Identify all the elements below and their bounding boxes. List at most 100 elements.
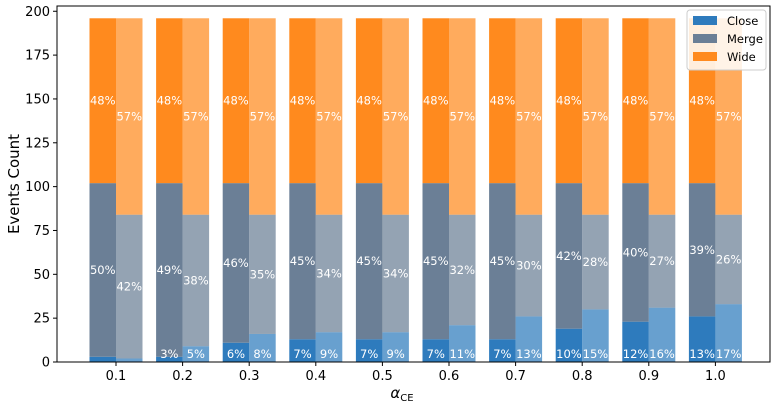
x-axis-label: αCE (390, 384, 413, 404)
bar-label-wide-right-0.4: 57% (316, 109, 342, 123)
x-tick-label-0.6: 0.6 (439, 369, 460, 384)
bar-label-close-left-0.8: 10% (556, 347, 582, 361)
bar-label-close-left-0.6: 7% (427, 347, 445, 361)
bar-merge-left-0.1 (89, 183, 116, 357)
bar-close-right-0.6 (449, 325, 476, 362)
bar-label-wide-left-0.1: 48% (90, 94, 116, 108)
bar-label-merge-right-0.1: 42% (116, 280, 142, 294)
bar-merge-left-0.4 (289, 183, 316, 340)
x-tick-label-0.7: 0.7 (505, 369, 526, 384)
bar-wide-left-0.4 (289, 18, 316, 184)
bar-merge-left-0.6 (422, 183, 449, 340)
bar-label-wide-right-0.1: 57% (116, 109, 142, 123)
bar-label-merge-right-0.6: 32% (449, 263, 475, 277)
bar-close-right-0.4 (315, 332, 343, 362)
bar-label-close-right-0.3: 8% (253, 347, 271, 361)
bar-wide-right-0.6 (449, 18, 476, 215)
bar-merge-left-0.2 (156, 183, 183, 357)
bar-wide-right-0.3 (249, 18, 276, 215)
bar-label-close-left-0.4: 7% (293, 347, 311, 361)
bar-label-merge-right-1.0: 26% (716, 252, 742, 266)
bar-label-close-left-0.7: 7% (493, 347, 511, 361)
bar-label-merge-left-0.7: 45% (490, 254, 516, 268)
bar-merge-right-0.1 (116, 214, 143, 359)
bar-label-merge-left-0.3: 46% (223, 256, 249, 270)
y-tick-label-150: 150 (25, 92, 50, 107)
bar-close-left-0.7 (489, 339, 516, 362)
legend-label-close: Close (727, 14, 758, 28)
bar-merge-right-0.9 (648, 214, 676, 308)
bar-label-close-right-0.2: 5% (187, 347, 205, 361)
bar-merge-right-0.7 (515, 214, 543, 317)
bar-label-merge-right-0.8: 28% (583, 255, 609, 269)
bar-merge-right-1.0 (715, 214, 742, 305)
bar-label-wide-left-0.6: 48% (423, 94, 449, 108)
x-tick-label-1.0: 1.0 (705, 369, 726, 384)
x-tick-label-0.3: 0.3 (239, 369, 260, 384)
bar-label-merge-left-0.5: 45% (356, 254, 382, 268)
bars-layer (89, 18, 742, 362)
bar-wide-right-0.4 (315, 18, 343, 215)
x-axis: 0.1 0.2 0.3 0.4 0.5 0.6 0.7 0.8 0.9 1.0 (106, 362, 726, 384)
bar-label-merge-left-0.8: 42% (556, 249, 582, 263)
bar-wide-left-0.3 (222, 18, 250, 184)
bar-close-right-0.7 (515, 316, 543, 362)
y-tick-label-125: 125 (25, 136, 50, 151)
bar-close-right-0.2 (182, 346, 210, 362)
x-axis-label-sub: CE (400, 393, 413, 404)
bar-label-merge-left-0.9: 40% (623, 245, 649, 259)
bar-label-merge-left-1.0: 39% (689, 243, 715, 257)
bar-merge-right-0.2 (182, 214, 210, 347)
y-tick-label-100: 100 (25, 180, 50, 195)
bar-label-merge-right-0.2: 38% (183, 273, 209, 287)
bar-label-wide-right-0.6: 57% (449, 109, 475, 123)
y-tick-label-200: 200 (25, 5, 50, 20)
y-tick-label-0: 0 (42, 356, 50, 371)
bar-label-merge-right-0.5: 34% (383, 266, 409, 280)
bar-labels-layer: 50% 48% 42% 57% 3% 49% 48% 5% 38% 57% 6% 46% 48% 8% 35… (90, 94, 742, 361)
bar-label-close-right-0.6: 11% (449, 347, 475, 361)
bar-wide-right-0.9 (648, 18, 676, 215)
bar-close-left-0.5 (355, 339, 383, 362)
y-axis-label: Events Count (5, 134, 23, 234)
bar-label-close-left-0.5: 7% (360, 347, 378, 361)
bar-merge-left-1.0 (688, 183, 716, 317)
bar-wide-left-0.9 (622, 18, 649, 184)
bar-label-merge-left-0.1: 50% (90, 263, 116, 277)
plot-frame (56, 5, 771, 363)
x-tick-label-0.4: 0.4 (305, 369, 326, 384)
bar-close-left-0.3 (222, 342, 250, 362)
bar-wide-left-0.1 (89, 18, 116, 184)
bar-close-right-0.5 (382, 332, 409, 362)
legend-swatch-wide (693, 52, 717, 61)
bar-merge-left-0.7 (489, 183, 516, 340)
bar-wide-left-0.8 (555, 18, 583, 184)
bar-label-wide-left-0.2: 48% (157, 94, 183, 108)
bar-close-right-0.9 (648, 307, 676, 362)
bar-label-close-right-0.5: 9% (387, 347, 405, 361)
legend-label-merge: Merge (727, 32, 763, 46)
bar-label-merge-left-0.2: 49% (157, 263, 183, 277)
bar-label-wide-right-1.0: 57% (716, 109, 742, 123)
bar-merge-right-0.8 (582, 214, 609, 310)
bar-label-wide-left-0.7: 48% (490, 94, 516, 108)
bar-label-wide-left-1.0: 48% (689, 94, 715, 108)
bar-close-left-0.8 (555, 328, 583, 362)
bar-close-left-1.0 (688, 316, 716, 362)
bar-label-close-left-0.3: 6% (227, 347, 245, 361)
bar-label-close-right-0.8: 15% (583, 347, 609, 361)
bar-close-left-0.9 (622, 321, 649, 362)
bar-close-left-0.1 (89, 356, 116, 362)
bar-label-wide-right-0.5: 57% (383, 109, 409, 123)
bar-wide-right-0.1 (116, 18, 143, 215)
bar-merge-left-0.3 (222, 183, 250, 343)
y-tick-label-75: 75 (33, 224, 50, 239)
legend-label-wide: Wide (727, 50, 756, 64)
bar-label-wide-right-0.3: 57% (250, 109, 276, 123)
bar-label-merge-right-0.9: 27% (649, 254, 675, 268)
bar-label-wide-left-0.9: 48% (623, 94, 649, 108)
x-tick-label-0.2: 0.2 (172, 369, 193, 384)
bar-label-close-right-0.4: 9% (320, 347, 338, 361)
bar-close-left-0.4 (289, 339, 316, 362)
